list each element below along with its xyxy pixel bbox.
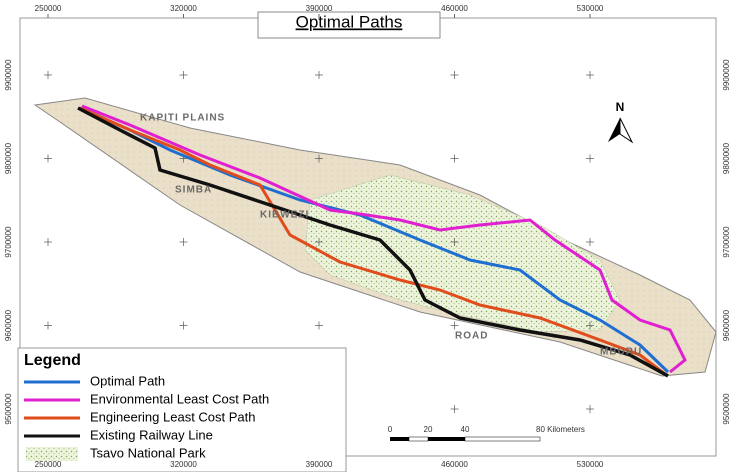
legend-label: Existing Railway Line <box>90 427 213 442</box>
y-coord-label: 9800000 <box>722 142 731 174</box>
legend-label: Environmental Least Cost Path <box>90 391 269 406</box>
north-label: N <box>616 100 625 114</box>
graticule <box>44 71 594 413</box>
scale-label: 40 <box>461 425 470 434</box>
legend-title: Legend <box>24 352 81 369</box>
optimal-path <box>79 106 670 374</box>
place-label: KIBWEZI <box>260 210 309 221</box>
y-coord-label: 9700000 <box>722 226 731 258</box>
y-coord-label: 9700000 <box>4 226 13 258</box>
environmental-path <box>81 104 687 374</box>
x-coord-label: 250000 <box>35 4 62 13</box>
legend-swatch <box>26 447 78 461</box>
engineering-path <box>79 106 666 376</box>
x-coord-label: 320000 <box>170 4 197 13</box>
y-coord-label: 9900000 <box>4 59 13 91</box>
scale-label: 20 <box>424 425 433 434</box>
map-title: Optimal Paths <box>296 12 403 31</box>
x-coord-label: 530000 <box>577 4 604 13</box>
x-coord-label: 460000 <box>441 460 468 469</box>
title-box <box>257 11 441 39</box>
y-coord-label: 9500000 <box>722 393 731 425</box>
north-arrow: N <box>608 100 634 144</box>
legend-label: Tsavo National Park <box>90 445 206 460</box>
y-coord-label: 9500000 <box>4 393 13 425</box>
y-coord-label: 9800000 <box>4 142 13 174</box>
x-coord-label: 530000 <box>577 460 604 469</box>
x-coord-label: 460000 <box>441 4 468 13</box>
scale-bar: 0 20 40 80 Kilometers <box>388 425 585 442</box>
legend-label: Optimal Path <box>90 373 165 388</box>
x-coord-label: 250000 <box>35 460 62 469</box>
place-label: ROAD <box>455 331 488 342</box>
y-coord-label: 9600000 <box>4 309 13 341</box>
railway-line <box>77 106 669 378</box>
x-coord-label: 390000 <box>306 460 333 469</box>
y-coord-label: 9600000 <box>722 309 731 341</box>
x-coord-label: 320000 <box>170 460 197 469</box>
scale-label: 0 <box>388 425 393 434</box>
scale-label: 80 Kilometers <box>536 425 585 434</box>
x-coord-label: 390000 <box>306 4 333 13</box>
y-coord-label: 9900000 <box>722 59 731 91</box>
place-label: SIMBA <box>175 185 212 196</box>
legend-label: Engineering Least Cost Path <box>90 409 256 424</box>
place-label: MBURU <box>600 347 642 358</box>
tsavo-park <box>304 174 621 333</box>
place-label: KAPITI PLAINS <box>140 113 225 124</box>
